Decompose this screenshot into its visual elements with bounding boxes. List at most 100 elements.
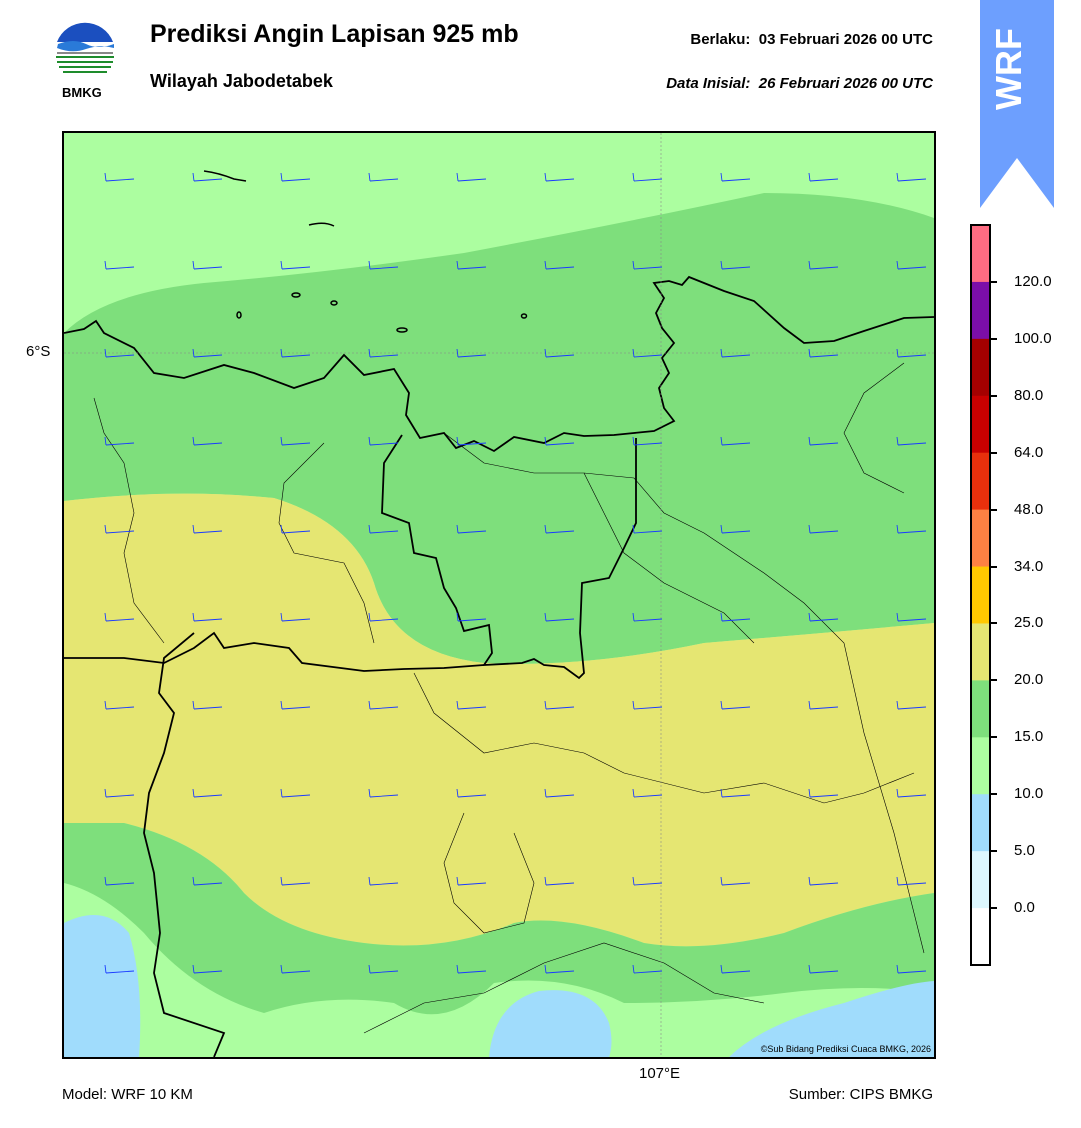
wind-barb	[896, 700, 927, 710]
wind-barb	[808, 172, 839, 182]
wind-barb	[720, 524, 751, 534]
wind-barb	[632, 964, 663, 974]
wind-barb	[456, 788, 487, 798]
wind-barb	[720, 788, 751, 798]
wind-barb	[808, 964, 839, 974]
wind-barb	[896, 612, 927, 622]
wind-barb	[632, 348, 663, 358]
wind-barb	[104, 260, 135, 270]
wind-barb	[368, 700, 399, 710]
init-label: Data Inisial:	[666, 75, 751, 92]
wind-barb	[632, 436, 663, 446]
wind-barb	[280, 348, 311, 358]
colorbar-tick	[990, 679, 997, 682]
wind-barb	[280, 964, 311, 974]
wind-barb	[544, 964, 575, 974]
wind-barb	[808, 876, 839, 886]
colorbar-tick	[990, 850, 997, 853]
colorbar-tick	[990, 394, 997, 397]
wind-zone-5-10-west	[64, 915, 141, 1057]
wrf-badge	[980, 0, 1054, 208]
wind-barb	[104, 524, 135, 534]
wind-barb	[808, 524, 839, 534]
colorbar-tick	[990, 622, 997, 625]
colorbar-tick-label: 5.0	[1014, 842, 1035, 860]
wind-barb	[280, 436, 311, 446]
wind-barb	[280, 172, 311, 182]
init-value: 26 Februari 2026 00 UTC	[758, 75, 933, 92]
wind-barb	[808, 348, 839, 358]
wind-barbs	[104, 172, 927, 974]
wind-barb	[368, 524, 399, 534]
wind-barb	[456, 964, 487, 974]
wind-barb	[720, 348, 751, 358]
valid-label: Berlaku:	[690, 31, 751, 48]
colorbar-cell	[971, 566, 990, 624]
wind-barb	[632, 700, 663, 710]
wind-barb	[192, 436, 223, 446]
wind-barb	[280, 612, 311, 622]
colorbar-cell	[971, 281, 990, 340]
colorbar-cell	[971, 908, 990, 966]
valid-value: 03 Februari 2026 00 UTC	[758, 31, 933, 48]
wind-barb	[896, 260, 927, 270]
wind-barb	[104, 876, 135, 886]
model-label: Model: WRF 10 KM	[62, 1086, 193, 1103]
colorbar-tick	[990, 508, 997, 511]
wind-barb	[104, 964, 135, 974]
wind-barb	[192, 612, 223, 622]
colorbar-tick-label: 120.0	[1014, 272, 1052, 290]
wind-barb	[192, 964, 223, 974]
wind-barb	[456, 172, 487, 182]
colorbar	[970, 224, 991, 966]
wind-barb	[632, 788, 663, 798]
colorbar-tick-label: 0.0	[1014, 899, 1035, 917]
wind-barb	[896, 788, 927, 798]
colorbar-tick	[990, 280, 997, 283]
wind-barb	[192, 788, 223, 798]
wind-barb	[104, 700, 135, 710]
wind-barb	[720, 964, 751, 974]
colorbar-tick-label: 80.0	[1014, 386, 1044, 404]
wind-barb	[896, 524, 927, 534]
wind-zone-5-10-center	[489, 990, 612, 1057]
copyright-text: ©Sub Bidang Prediksi Cuaca BMKG, 2026	[760, 1044, 931, 1054]
wind-barb	[544, 348, 575, 358]
colorbar-tick	[990, 736, 997, 739]
wind-barb	[456, 436, 487, 446]
wind-barb	[896, 964, 927, 974]
colorbar-cell	[971, 623, 990, 681]
wind-barb	[368, 876, 399, 886]
colorbar-tick	[990, 907, 997, 910]
grid-lines	[64, 133, 934, 1057]
wind-barb	[632, 260, 663, 270]
wind-barb	[104, 612, 135, 622]
wind-barb	[192, 876, 223, 886]
wind-barb	[808, 788, 839, 798]
source-label: Sumber: CIPS BMKG	[788, 1086, 933, 1103]
wind-barb	[896, 876, 927, 886]
wind-barb	[720, 260, 751, 270]
wind-barb	[104, 788, 135, 798]
wind-map	[62, 131, 936, 1059]
colorbar-tick	[990, 337, 997, 340]
colorbar-tick	[990, 451, 997, 454]
wind-barb	[280, 876, 311, 886]
wind-barb	[192, 260, 223, 270]
wind-barb	[280, 700, 311, 710]
wind-barb	[192, 700, 223, 710]
wind-barb	[632, 612, 663, 622]
wind-barb	[192, 524, 223, 534]
wind-barb	[368, 612, 399, 622]
colorbar-tick-label: 48.0	[1014, 500, 1044, 518]
wind-barb	[632, 876, 663, 886]
region-subtitle: Wilayah Jabodetabek	[150, 71, 333, 91]
islands	[203, 170, 528, 333]
colorbar-cell	[971, 851, 990, 909]
wind-barb	[720, 612, 751, 622]
wind-barb	[720, 436, 751, 446]
bmkg-logo-text: BMKG	[62, 85, 102, 100]
page-title: Prediksi Angin Lapisan 925 mb	[150, 20, 519, 48]
wind-barb	[544, 612, 575, 622]
wind-barb	[368, 788, 399, 798]
